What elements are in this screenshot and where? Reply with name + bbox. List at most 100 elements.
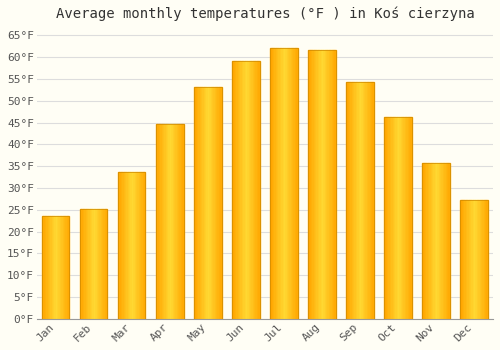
Bar — [142, 172, 144, 319]
Bar — [316, 50, 318, 319]
Bar — [206, 88, 208, 319]
Bar — [448, 163, 450, 319]
Bar — [366, 82, 367, 319]
Bar — [126, 172, 128, 319]
Bar — [409, 117, 410, 319]
Bar — [387, 117, 388, 319]
Bar — [328, 50, 329, 319]
Bar — [239, 61, 240, 319]
Bar — [140, 172, 141, 319]
Bar — [62, 216, 64, 319]
Bar — [58, 216, 60, 319]
Bar — [235, 61, 236, 319]
Bar — [446, 163, 447, 319]
Bar — [320, 50, 322, 319]
Bar — [132, 172, 133, 319]
Bar — [406, 117, 407, 319]
Bar — [91, 209, 92, 319]
Bar — [276, 48, 277, 319]
Bar — [196, 88, 197, 319]
Bar — [273, 48, 274, 319]
Bar — [464, 200, 466, 319]
Bar — [312, 50, 314, 319]
Bar — [444, 163, 446, 319]
Bar — [50, 216, 51, 319]
Bar — [334, 50, 336, 319]
Bar — [485, 200, 486, 319]
Bar — [242, 61, 243, 319]
Bar — [364, 82, 366, 319]
Bar — [322, 50, 324, 319]
Bar — [476, 200, 477, 319]
Bar — [371, 82, 372, 319]
Bar — [52, 216, 53, 319]
Bar — [49, 216, 50, 319]
Bar — [250, 61, 252, 319]
Bar — [197, 88, 198, 319]
Bar — [394, 117, 395, 319]
Bar — [120, 172, 121, 319]
Bar — [56, 216, 57, 319]
Bar — [130, 172, 132, 319]
Bar — [80, 209, 82, 319]
Bar — [244, 61, 246, 319]
Bar — [158, 125, 159, 319]
Bar — [472, 200, 474, 319]
Bar — [286, 48, 288, 319]
Bar — [159, 125, 160, 319]
Bar — [136, 172, 138, 319]
Bar — [384, 117, 411, 319]
Bar — [232, 61, 260, 319]
Bar — [295, 48, 296, 319]
Bar — [277, 48, 278, 319]
Bar — [272, 48, 273, 319]
Bar — [54, 216, 56, 319]
Bar — [310, 50, 311, 319]
Bar — [425, 163, 426, 319]
Bar — [278, 48, 280, 319]
Bar — [349, 82, 350, 319]
Bar — [118, 172, 146, 319]
Bar — [254, 61, 256, 319]
Bar — [200, 88, 201, 319]
Bar — [162, 125, 163, 319]
Bar — [270, 48, 272, 319]
Bar — [308, 50, 310, 319]
Bar — [482, 200, 484, 319]
Bar — [484, 200, 485, 319]
Bar — [66, 216, 68, 319]
Bar — [350, 82, 352, 319]
Bar — [64, 216, 66, 319]
Bar — [181, 125, 182, 319]
Bar — [346, 82, 348, 319]
Bar — [208, 88, 209, 319]
Title: Average monthly temperatures (°F ) in Koś cierzyna: Average monthly temperatures (°F ) in Ko… — [56, 7, 474, 21]
Bar — [281, 48, 282, 319]
Bar — [391, 117, 392, 319]
Bar — [408, 117, 409, 319]
Bar — [106, 209, 108, 319]
Bar — [428, 163, 429, 319]
Bar — [167, 125, 168, 319]
Bar — [202, 88, 203, 319]
Bar — [468, 200, 470, 319]
Bar — [48, 216, 49, 319]
Bar — [429, 163, 430, 319]
Bar — [318, 50, 319, 319]
Bar — [384, 117, 386, 319]
Bar — [156, 125, 158, 319]
Bar — [357, 82, 358, 319]
Bar — [134, 172, 136, 319]
Bar — [194, 88, 196, 319]
Bar — [92, 209, 94, 319]
Bar — [354, 82, 356, 319]
Bar — [209, 88, 210, 319]
Bar — [86, 209, 87, 319]
Bar — [182, 125, 184, 319]
Bar — [128, 172, 129, 319]
Bar — [398, 117, 400, 319]
Bar — [478, 200, 480, 319]
Bar — [481, 200, 482, 319]
Bar — [477, 200, 478, 319]
Bar — [180, 125, 181, 319]
